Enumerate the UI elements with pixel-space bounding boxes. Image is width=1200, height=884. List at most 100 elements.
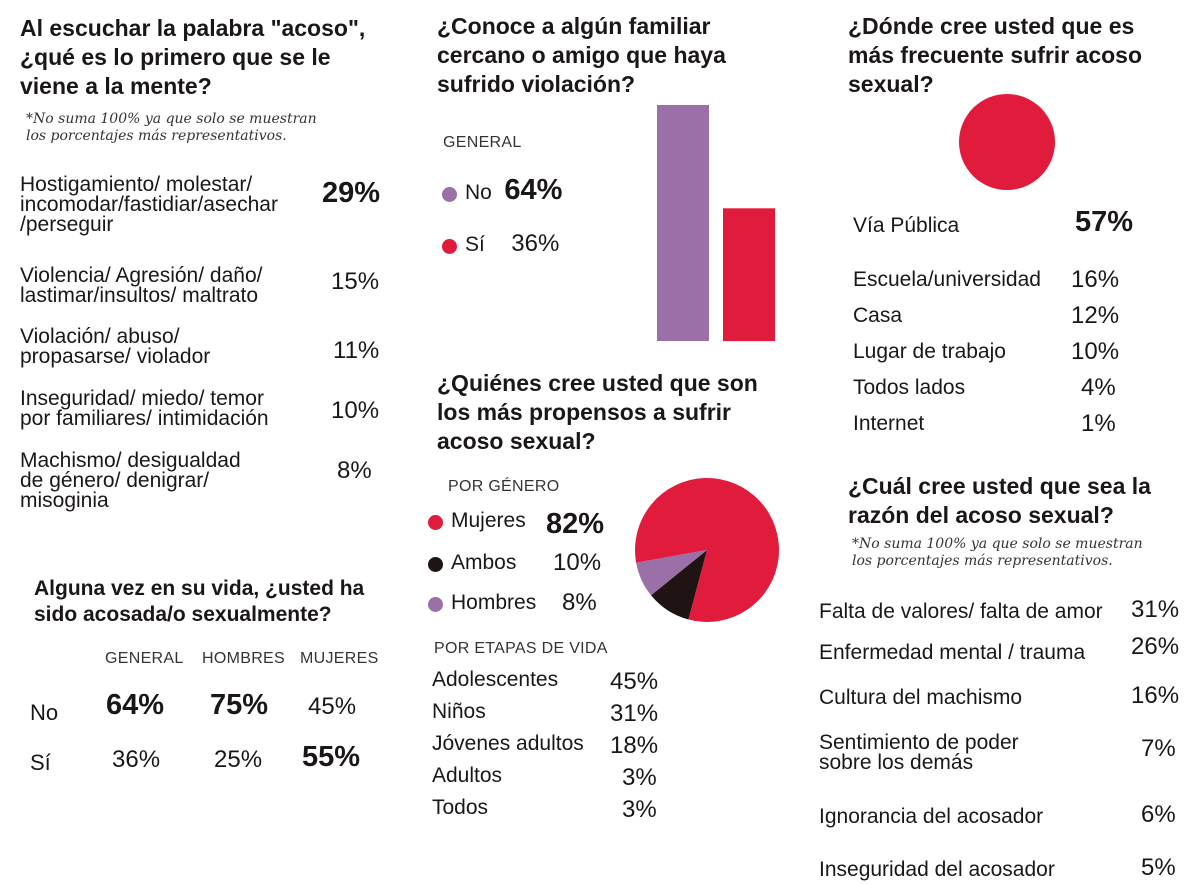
q4-stage-row: Todos 3% [432, 796, 672, 830]
q4-stage-label: Niños [432, 700, 486, 723]
q4-dot-hombres [428, 597, 443, 613]
q3-legend-no: No 64% [442, 174, 562, 207]
q5-row: Todos lados 4% [853, 374, 1153, 414]
q4-stage-label: Jóvenes adultos [432, 732, 584, 755]
q1-title-line: viene a la mente? [20, 73, 212, 99]
q4-title-line: los más propensos a sufrir [437, 399, 731, 425]
q5-section: ¿Dónde cree usted que es más frecuente s… [848, 12, 1188, 99]
q6-row-label: Enfermedad mental / trauma [819, 641, 1086, 664]
q2-value: 45% [308, 693, 357, 720]
q1-row-label: Inseguridad/ miedo/ temor por familiares… [20, 387, 390, 430]
q1-note: *No suma 100% ya que solo se muestran lo… [20, 111, 390, 145]
q5-row-value: 12% [1071, 302, 1120, 329]
q4-legend-value: 10% [553, 549, 602, 576]
q1-row: Violencia/ Agresión/ daño/ lastimar/insu… [20, 265, 390, 306]
q1-row-line: /perseguir [20, 213, 114, 236]
q3-legend-label: Sí [465, 233, 485, 256]
q6-row: Falta de valores/ falta de amor 31% [819, 596, 1189, 623]
q3-legend-value: 64% [504, 174, 563, 206]
q4-legend-label: Hombres [451, 591, 537, 614]
q4-title-line: ¿Quiénes cree usted que son [437, 370, 758, 396]
q4-stage-label: Adultos [432, 764, 503, 787]
q5-top-value: 57% [1075, 206, 1134, 238]
q5-top-label: Vía Pública [853, 214, 960, 237]
q1-row: Violación/ abuso/ propasarse/ violador 1… [20, 325, 390, 368]
q4-stages: Adolescentes 45% Niños 31% Jóvenes adult… [432, 668, 672, 830]
q1-row-line: Machismo/ desigualdad [20, 449, 241, 472]
q1-row-line: propasarse/ violador [20, 345, 211, 368]
q4-stage-label: Todos [432, 796, 489, 819]
q1-row-label: Machismo/ desigualdad de género/ denigra… [20, 449, 390, 511]
q5-row-value: 16% [1071, 266, 1120, 293]
q3-legend-dot-no [442, 187, 457, 203]
q1-row: Hostigamiento/ molestar/ incomodar/fasti… [20, 174, 390, 236]
q4-caption-gender: POR GÉNERO [448, 478, 560, 495]
q5-row-value: 10% [1071, 338, 1120, 365]
q6-row-value: 5% [1141, 854, 1176, 881]
q6-row-value: 7% [1141, 735, 1176, 762]
q4-pie-chart [635, 478, 780, 623]
q1-row-line: de género/ denigrar/ [20, 469, 210, 492]
q4-legend-hombres: Hombres [428, 591, 537, 614]
q4-dot-ambos [428, 557, 443, 573]
q6-row: Ignorancia del acosador 6% [819, 801, 1189, 828]
q2-value: 55% [302, 741, 361, 773]
q2-row-label: No [30, 700, 59, 725]
q6-row-label: Inseguridad del acosador [819, 858, 1055, 881]
q5-title-line: ¿Dónde cree usted que es [848, 13, 1135, 39]
q5-title-line: sexual? [848, 71, 934, 97]
q5-row-value: 1% [1081, 410, 1116, 437]
q3-legend-value: 36% [511, 230, 560, 257]
q4-legend-label: Ambos [451, 551, 517, 574]
q4-stage-value: 3% [622, 796, 657, 823]
q4-slice-hombres [636, 550, 707, 596]
q5-row-label: Lugar de trabajo [853, 340, 1006, 363]
q1-row-line: incomodar/fastidiar/asechar [20, 193, 278, 216]
q1-row-value: 29% [322, 177, 381, 209]
q6-row-line: sobre los demás [819, 751, 974, 774]
q4-dot-mujeres [428, 515, 443, 531]
q3-bar-si [723, 208, 775, 342]
q2-value: 25% [214, 746, 263, 773]
q1-row-line: Violación/ abuso/ [20, 325, 180, 348]
q4-slice-mujeres [635, 478, 780, 623]
q1-title: Al escuchar la palabra "acoso", ¿qué es … [20, 14, 390, 101]
q6-row-label: Falta de valores/ falta de amor [819, 600, 1103, 623]
q1-row-line: Inseguridad/ miedo/ temor [20, 387, 264, 410]
q4-legend-value: 8% [562, 589, 597, 616]
q6-note-line: los porcentajes más representativos. [852, 553, 1113, 569]
q2-title-line: sido acosada/o sexualmente? [34, 603, 332, 626]
q3-title: ¿Conoce a algún familiar cercano o amigo… [437, 12, 767, 99]
q3-title-line: cercano o amigo que haya [437, 42, 726, 68]
q1-section: Al escuchar la palabra "acoso", ¿qué es … [20, 14, 390, 145]
q5-row: Internet 1% [853, 410, 1153, 450]
q6-note-line: *No suma 100% ya que solo se muestran [852, 536, 1143, 552]
q6-note: *No suma 100% ya que solo se muestran lo… [848, 536, 1188, 570]
q1-row-label: Violación/ abuso/ propasarse/ violador [20, 325, 390, 368]
q6-row: Enfermedad mental / trauma 26% [819, 633, 1189, 664]
q4-stage-row: Adolescentes 45% [432, 668, 672, 702]
q1-row-value: 10% [331, 397, 380, 424]
q3-legend-si: Sí 36% [442, 230, 559, 258]
q4-title: ¿Quiénes cree usted que son los más prop… [437, 369, 767, 456]
q4-stage-value: 3% [622, 764, 657, 791]
q5-row: Casa 12% [853, 302, 1153, 342]
q6-row: Inseguridad del acosador 5% [819, 854, 1189, 881]
q1-row-line: por familiares/ intimidación [20, 407, 269, 430]
q4-legend-ambos: Ambos [428, 551, 517, 574]
q1-note-line: *No suma 100% ya que solo se muestran [26, 111, 317, 127]
q5-row-label: Escuela/universidad [853, 268, 1041, 291]
q1-row: Inseguridad/ miedo/ temor por familiares… [20, 387, 390, 430]
q6-row-label: Cultura del machismo [819, 686, 1023, 709]
q3-bar-chart [657, 105, 775, 342]
q4-stage-label: Adolescentes [432, 668, 559, 691]
q2-title: Alguna vez en su vida, ¿usted ha sido ac… [34, 576, 414, 628]
q2-col-mujeres: MUJERES [300, 650, 379, 667]
q4-legend-value: 82% [546, 508, 605, 540]
q6-title-line: razón del acoso sexual? [848, 502, 1114, 528]
q6-title: ¿Cuál cree usted que sea la razón del ac… [848, 472, 1188, 530]
q5-pie-chart [959, 94, 1055, 190]
q4-stage-value: 45% [610, 668, 659, 695]
q6-row-value: 31% [1131, 596, 1180, 623]
q3-legend-label: No [465, 181, 492, 204]
